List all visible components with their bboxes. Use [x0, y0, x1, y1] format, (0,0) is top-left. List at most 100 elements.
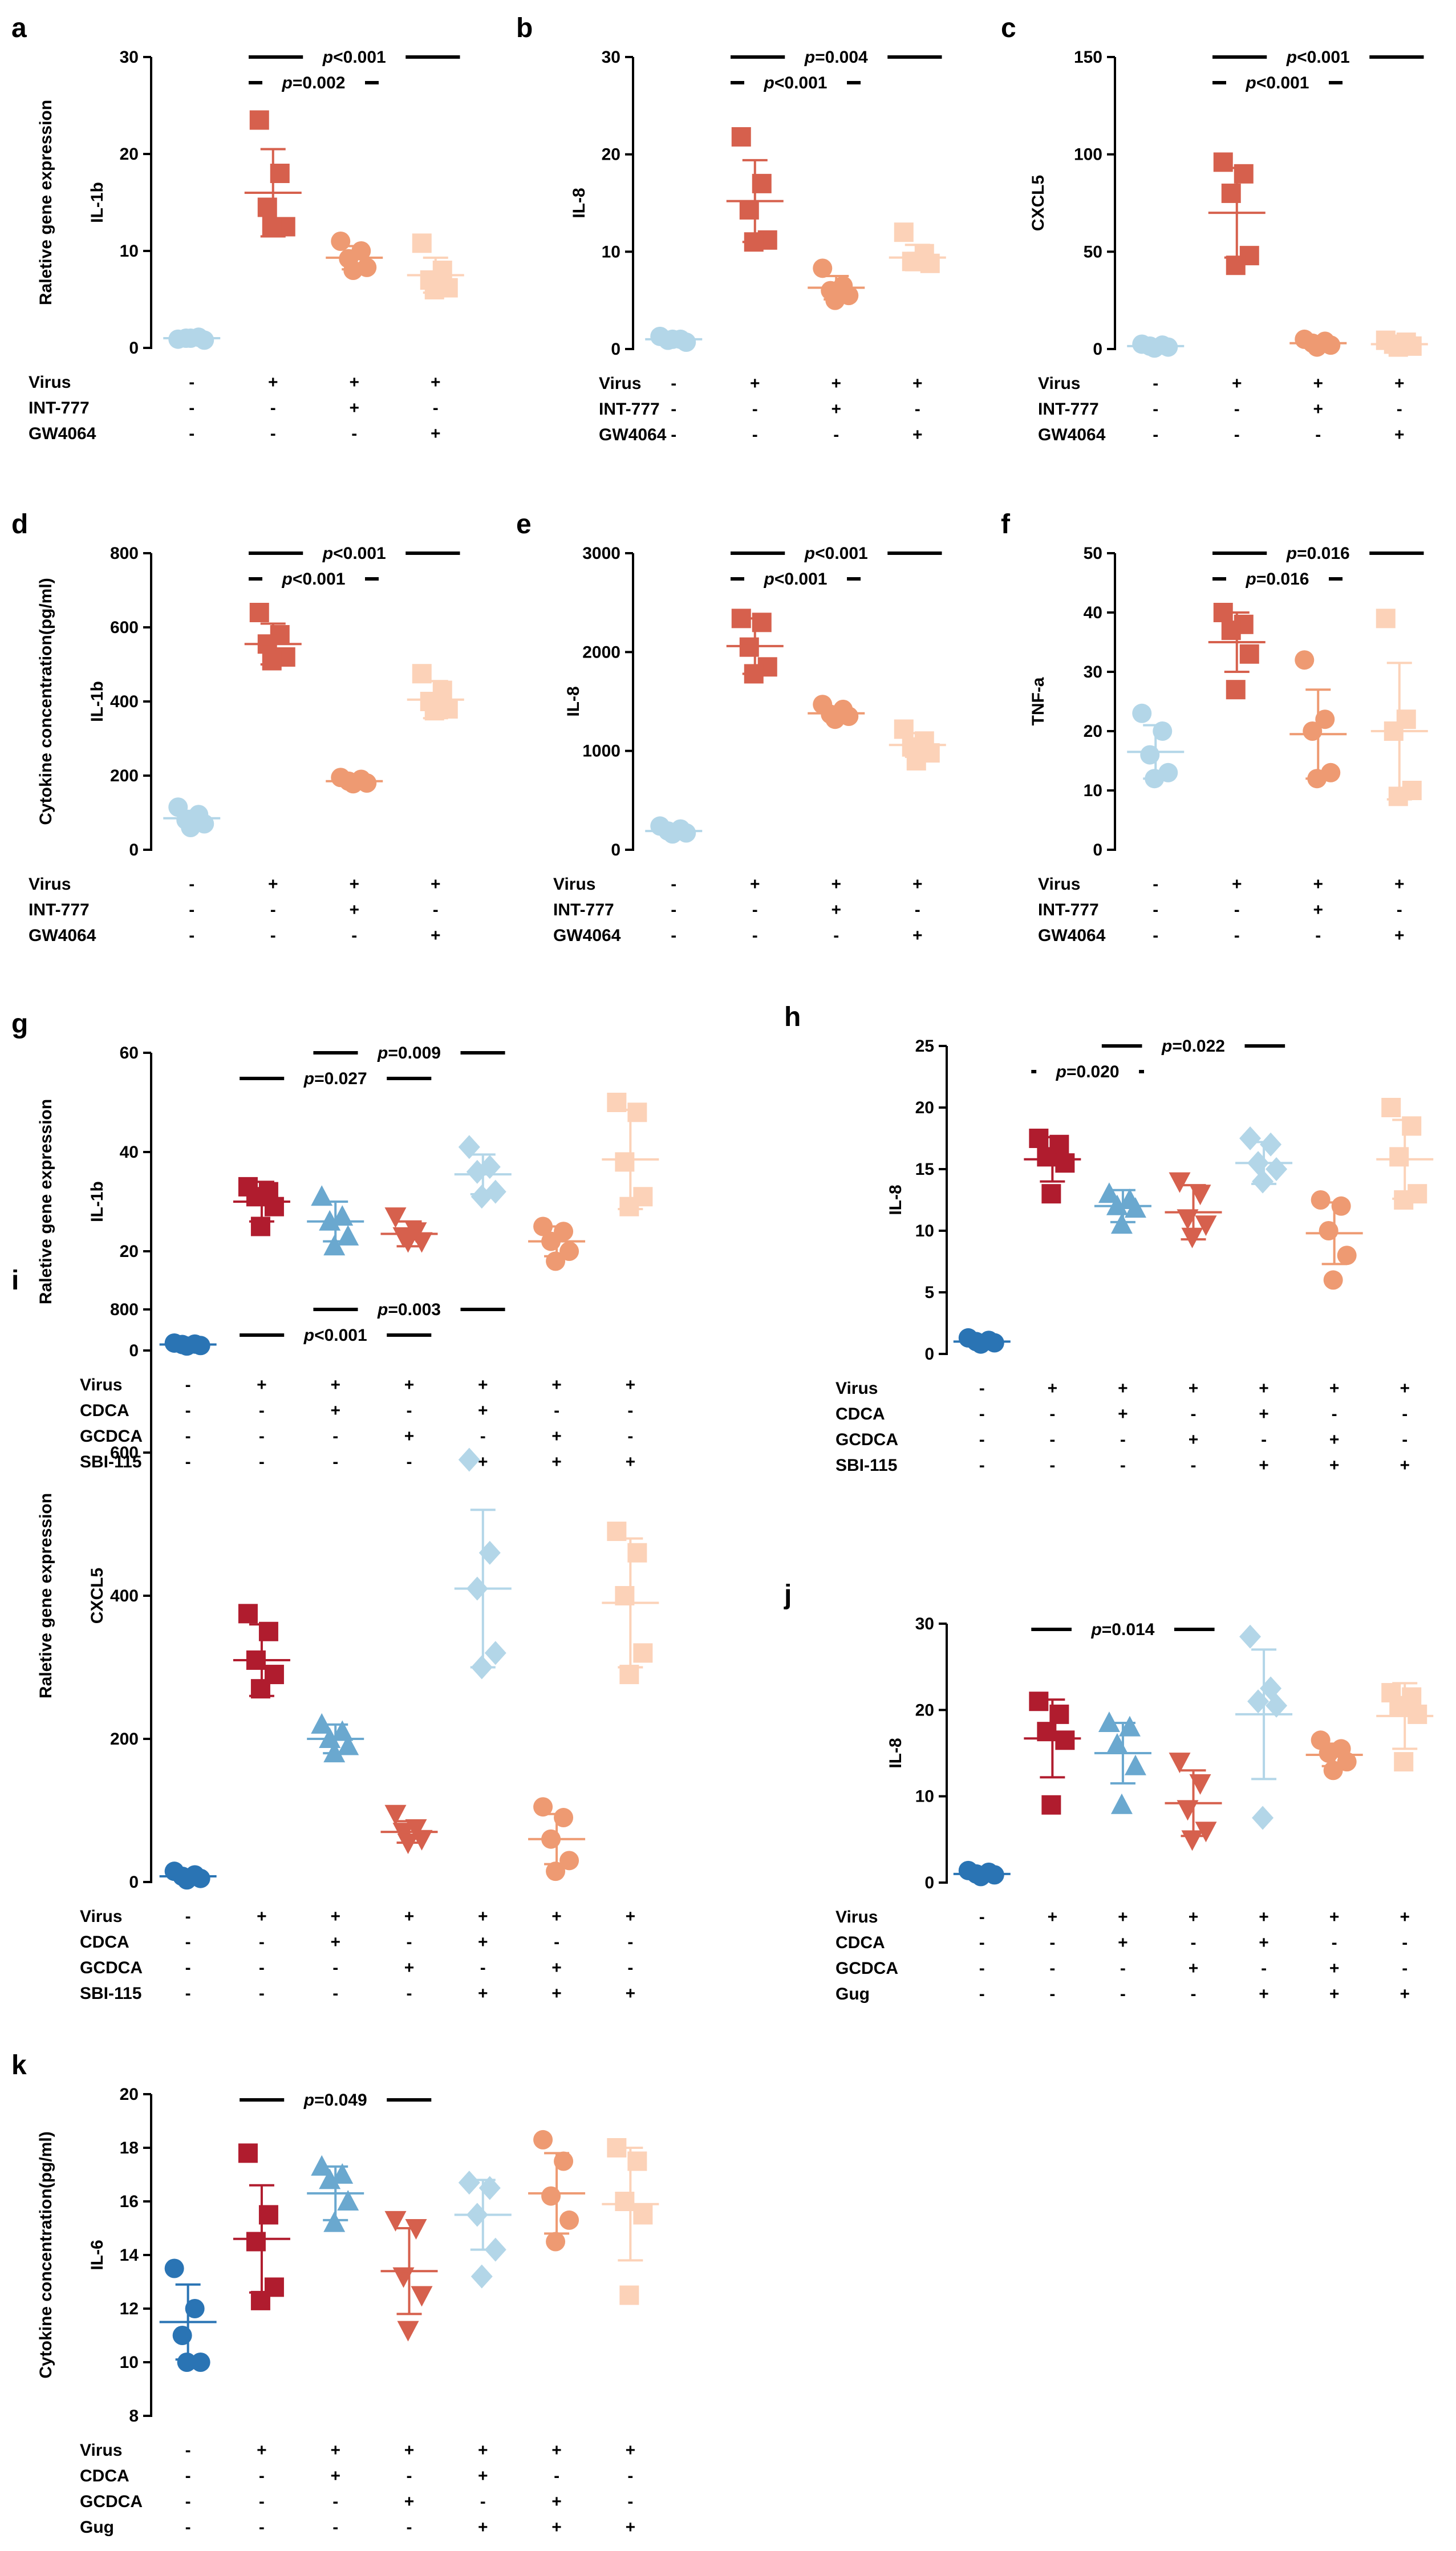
- data-point: [458, 2171, 480, 2195]
- data-point: [466, 1159, 488, 1184]
- condition-sign: -: [1049, 1933, 1055, 1952]
- p-value-label: p=0.009: [377, 1044, 441, 1062]
- condition-sign: +: [551, 1958, 562, 1977]
- group-3: [808, 258, 865, 310]
- condition-sign: +: [1189, 1379, 1199, 1398]
- data-point: [533, 1216, 553, 1236]
- condition-label: GW4064: [1038, 425, 1106, 444]
- data-point: [384, 1207, 407, 1228]
- condition-sign: -: [1191, 1405, 1197, 1423]
- y-tick-label: 5: [924, 1283, 934, 1302]
- condition-label: Virus: [80, 1907, 123, 1926]
- condition-label: INT-777: [29, 901, 90, 919]
- y-tick-label: 0: [611, 340, 620, 359]
- data-point: [405, 2219, 427, 2240]
- data-point: [1226, 680, 1246, 700]
- condition-sign: -: [1332, 1405, 1337, 1423]
- data-point: [1234, 164, 1254, 184]
- group-3: [808, 695, 865, 729]
- condition-sign: -: [1397, 901, 1402, 919]
- data-point: [825, 290, 845, 310]
- data-point: [1213, 152, 1233, 172]
- panel-c: c 0 50 100 150 CXCL5 Virus - + + + INT-777 - - + - GW406…: [1001, 13, 1428, 444]
- data-point: [1177, 1800, 1199, 1821]
- data-point: [458, 1447, 480, 1472]
- group-1: [953, 1860, 1011, 1887]
- condition-sign: -: [1049, 1430, 1055, 1449]
- data-point: [619, 2285, 639, 2305]
- y-tick-label: 10: [120, 242, 139, 261]
- condition-label: Virus: [599, 374, 642, 393]
- p-value-label: p<0.001: [282, 570, 346, 589]
- data-point: [1239, 1126, 1262, 1150]
- group-7: [1376, 1098, 1434, 1210]
- data-point: [546, 1251, 566, 1271]
- condition-sign: +: [431, 926, 441, 945]
- data-point: [1247, 1689, 1270, 1714]
- condition-sign: -: [480, 1958, 486, 1977]
- y-tick-label: 10: [1084, 781, 1102, 800]
- group-1: [163, 797, 221, 837]
- data-point: [484, 2237, 506, 2262]
- condition-sign: +: [330, 2467, 340, 2485]
- y-tick-label: 20: [120, 1242, 139, 1261]
- condition-sign: -: [979, 1959, 985, 1978]
- group-4: [380, 2211, 438, 2342]
- data-point: [1331, 1196, 1351, 1216]
- data-point: [1252, 1806, 1274, 1830]
- data-point: [533, 2130, 553, 2150]
- panel-g: g 0 20 40 60 IL-1b Raletive gene expression Vir…: [11, 1009, 659, 1471]
- condition-sign: +: [431, 373, 441, 392]
- p-symbol: p: [764, 74, 774, 92]
- condition-sign: -: [627, 2467, 633, 2485]
- p-symbol: p: [1056, 1062, 1066, 1081]
- data-point: [615, 2192, 635, 2211]
- data-point: [343, 261, 363, 280]
- data-point: [177, 2353, 197, 2372]
- data-point: [1041, 1184, 1061, 1204]
- condition-sign: +: [404, 1958, 415, 1977]
- condition-sign: -: [979, 1430, 985, 1449]
- data-point: [1177, 1209, 1199, 1230]
- condition-sign: +: [478, 1401, 488, 1420]
- p-symbol: p: [1286, 544, 1297, 563]
- condition-sign: -: [407, 2467, 412, 2485]
- p-value-label: p<0.001: [764, 570, 828, 589]
- y-tick-label: 10: [915, 1222, 934, 1240]
- condition-sign: -: [1120, 1430, 1126, 1449]
- condition-sign: +: [478, 1933, 488, 1952]
- data-point: [458, 1135, 480, 1159]
- condition-sign: -: [185, 2441, 191, 2460]
- p-value: <0.001: [815, 544, 868, 563]
- group-3: [1094, 1712, 1151, 1814]
- data-point: [607, 1093, 627, 1112]
- data-point: [246, 2232, 266, 2252]
- data-point: [1189, 1185, 1211, 1206]
- group-4: [1165, 1753, 1222, 1851]
- data-point: [541, 2186, 561, 2206]
- condition-sign: +: [1394, 374, 1405, 393]
- data-point: [1307, 337, 1327, 357]
- condition-sign: +: [750, 875, 760, 894]
- data-point: [1221, 620, 1241, 640]
- data-point: [1394, 1190, 1414, 1210]
- data-point: [559, 1851, 579, 1871]
- condition-sign: -: [833, 425, 839, 444]
- p-value: <0.001: [1297, 48, 1350, 67]
- data-point: [1169, 1753, 1191, 1774]
- data-point: [1098, 1712, 1120, 1733]
- data-point: [744, 232, 764, 252]
- panel-label: j: [784, 1580, 792, 1610]
- condition-sign: -: [189, 399, 194, 417]
- condition-sign: -: [407, 1933, 412, 1952]
- condition-sign: +: [1259, 1379, 1269, 1398]
- condition-sign: +: [1118, 1933, 1128, 1952]
- condition-sign: -: [259, 2492, 265, 2511]
- y-tick-label: 0: [129, 1873, 139, 1892]
- data-point: [1145, 769, 1165, 789]
- condition-sign: +: [1313, 875, 1323, 894]
- condition-sign: -: [407, 2518, 412, 2537]
- condition-sign: -: [185, 1933, 191, 1952]
- group-2: [1208, 603, 1266, 700]
- data-point: [484, 1641, 506, 1665]
